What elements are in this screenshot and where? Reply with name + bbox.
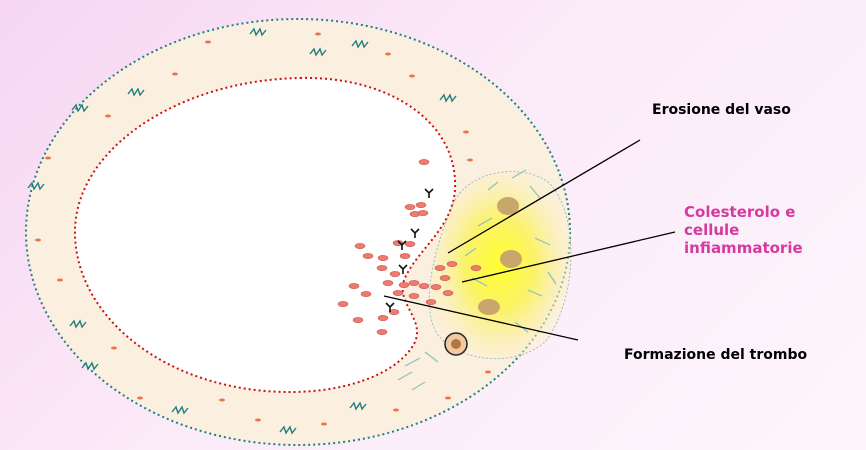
cholesterol-blob <box>478 299 500 315</box>
platelets <box>385 188 434 312</box>
cholesterol-blob <box>500 250 522 268</box>
erosion-label: Erosione del vaso <box>652 102 791 118</box>
cholesterol-label-text: Colesterolo e cellule infiammatorie <box>684 203 803 257</box>
cholesterol-label: Colesterolo e cellule infiammatorie <box>684 203 803 257</box>
cholesterol-pointer <box>461 231 676 283</box>
thrombus-label: Formazione del trombo <box>624 347 808 363</box>
cholesterol-blob <box>497 197 519 215</box>
wall-cells <box>35 32 491 426</box>
vessel-lumen <box>73 76 457 394</box>
red-blood-cells <box>337 159 482 335</box>
erosion-pointer <box>447 139 641 254</box>
smooth-muscle-marks <box>27 27 457 435</box>
thrombus-pointer <box>383 295 579 341</box>
inflammatory-cell-nucleus <box>451 339 461 349</box>
